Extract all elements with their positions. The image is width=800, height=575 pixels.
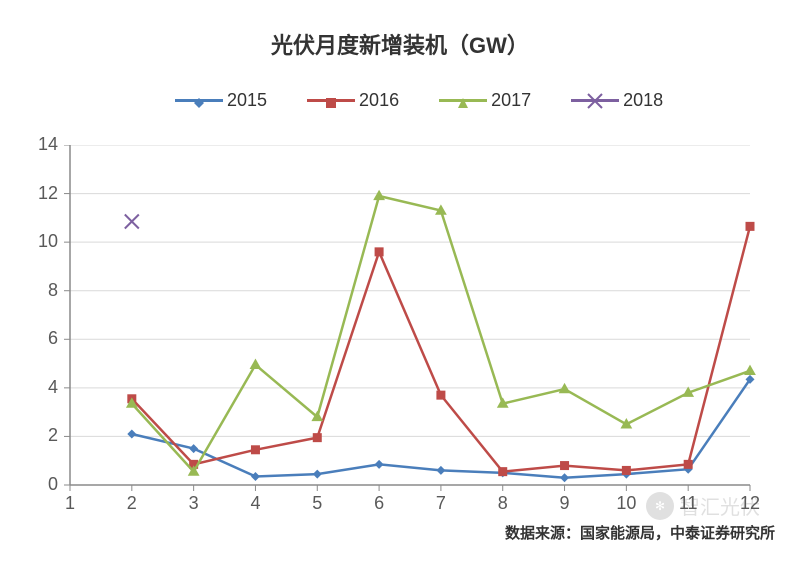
x-tick-label: 5: [302, 493, 332, 514]
legend: 2015 2016 2017 2018: [175, 90, 663, 111]
chart-plot: [60, 145, 800, 535]
legend-label: 2017: [491, 90, 531, 111]
legend-line-icon: [439, 99, 487, 102]
chart-title: 光伏月度新增装机（GW）: [0, 28, 800, 60]
x-tick-label: 2: [117, 493, 147, 514]
x-tick-label: 3: [179, 493, 209, 514]
legend-line-icon: [307, 99, 355, 102]
y-tick-label: 6: [18, 328, 58, 349]
source-text: 数据来源：国家能源局，中泰证券研究所: [505, 522, 775, 543]
legend-label: 2016: [359, 90, 399, 111]
legend-label: 2015: [227, 90, 267, 111]
x-tick-label: 10: [611, 493, 641, 514]
x-tick-label: 12: [735, 493, 765, 514]
x-tick-label: 7: [426, 493, 456, 514]
wechat-icon: ✻: [646, 492, 674, 520]
y-tick-label: 8: [18, 280, 58, 301]
x-tick-label: 1: [55, 493, 85, 514]
y-tick-label: 4: [18, 377, 58, 398]
x-tick-label: 4: [240, 493, 270, 514]
y-tick-label: 2: [18, 425, 58, 446]
y-tick-label: 12: [18, 183, 58, 204]
x-tick-label: 8: [488, 493, 518, 514]
legend-label: 2018: [623, 90, 663, 111]
legend-line-icon: [571, 99, 619, 102]
y-tick-label: 14: [18, 134, 58, 155]
y-tick-label: 10: [18, 231, 58, 252]
legend-item-2018: 2018: [571, 90, 663, 111]
y-tick-label: 0: [18, 474, 58, 495]
legend-item-2017: 2017: [439, 90, 531, 111]
x-tick-label: 11: [673, 493, 703, 514]
legend-item-2016: 2016: [307, 90, 399, 111]
x-tick-label: 9: [550, 493, 580, 514]
legend-item-2015: 2015: [175, 90, 267, 111]
legend-line-icon: [175, 99, 223, 102]
x-tick-label: 6: [364, 493, 394, 514]
